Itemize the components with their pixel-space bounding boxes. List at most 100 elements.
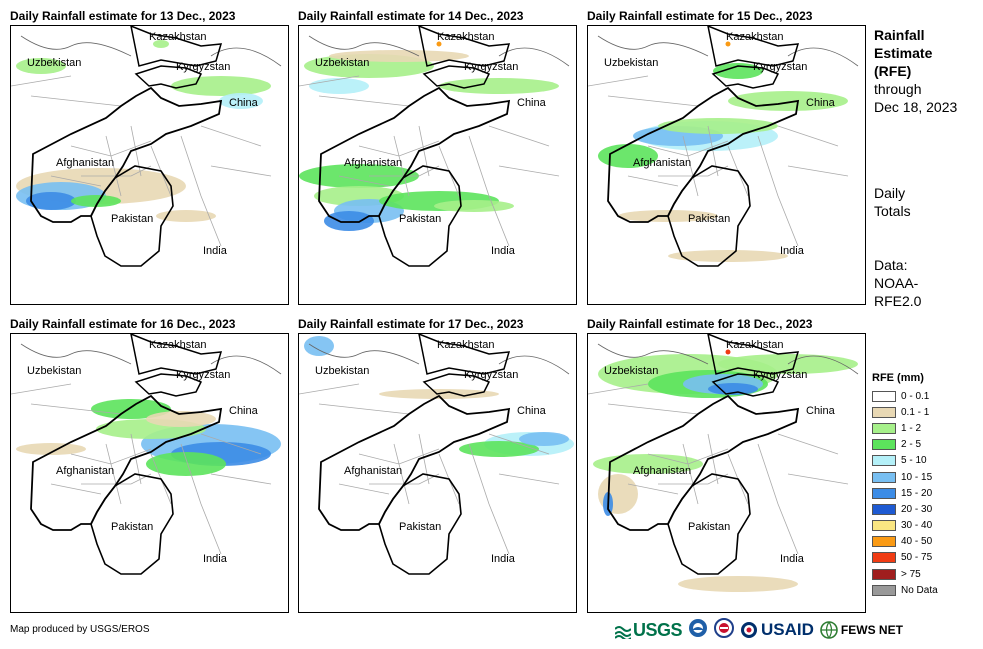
usaid-logo: USAID: [740, 620, 814, 640]
map-label-kyrgyzstan: Kyrgyzstan: [176, 61, 230, 73]
noaa-logo-icon: [688, 618, 708, 643]
province-line: [488, 125, 550, 147]
rain-hotspot: [725, 349, 731, 355]
province-line: [30, 95, 122, 107]
kazakhstan-outline: [418, 26, 511, 67]
kyrgyzstan-outline: [134, 373, 203, 397]
afghanistan-outline: [318, 86, 511, 223]
rfe-title-line-1: Rainfall: [874, 27, 925, 43]
legend-item: 0.1 - 1: [872, 404, 938, 420]
afghanistan-outline: [607, 394, 800, 531]
legend-item: > 75: [872, 566, 938, 582]
province-line: [299, 383, 360, 395]
map-credit: Map produced by USGS/EROS: [10, 624, 150, 635]
rain-blob: [219, 93, 263, 109]
province-line: [757, 135, 799, 247]
map-label-china: China: [229, 405, 259, 417]
province-line: [393, 135, 410, 197]
country-border: [308, 343, 570, 375]
province-line: [682, 135, 699, 197]
rain-blob: [299, 164, 419, 188]
province-line: [418, 433, 430, 485]
country-border: [308, 35, 570, 67]
province-line: [498, 473, 560, 485]
pakistan-outline: [90, 473, 174, 575]
map-label-uzbekistan: Uzbekistan: [604, 365, 658, 377]
logo-strip: USGS USAID FEWS NET: [614, 617, 903, 643]
province-line: [777, 433, 839, 455]
through-date: Dec 18, 2023: [874, 99, 958, 115]
legend-swatch: [872, 422, 896, 434]
panel-title-5: Daily Rainfall estimate for 17 Dec., 202…: [298, 317, 524, 331]
map-label-kazakhstan: Kazakhstan: [149, 339, 206, 351]
province-line: [81, 165, 152, 177]
province-line: [105, 443, 122, 505]
rain-blob: [324, 211, 374, 231]
map-label-china: China: [517, 97, 547, 109]
kazakhstan-outline: [130, 334, 223, 375]
map-label-afghanistan: Afghanistan: [56, 157, 114, 169]
rain-blob: [156, 210, 216, 222]
side-info: Rainfall Estimate (RFE) through Dec 18, …: [874, 26, 957, 116]
legend-label: 40 - 50: [901, 536, 933, 548]
map-label-pakistan: Pakistan: [111, 521, 153, 533]
legend-label: 5 - 10: [901, 455, 927, 467]
usgs-logo-text: USGS: [633, 619, 683, 640]
map-label-kazakhstan: Kazakhstan: [726, 339, 783, 351]
rain-blob: [26, 192, 76, 210]
legend-label: 50 - 75: [901, 552, 933, 564]
through-text: through: [874, 81, 922, 97]
kyrgyzstan-outline: [711, 373, 780, 397]
province-line: [777, 125, 839, 147]
kyrgyzstan-outline: [422, 373, 491, 397]
legend-label: 0.1 - 1: [901, 406, 930, 418]
rain-blob: [171, 76, 271, 96]
province-line: [757, 443, 799, 555]
data-label: Data:: [874, 257, 908, 273]
map-label-uzbekistan: Uzbekistan: [27, 365, 81, 377]
daily-totals: Daily Totals: [874, 184, 911, 220]
map-panel-17-dec: Kazakhstan Uzbekistan Kyrgyzstan China Afgha…: [298, 333, 577, 613]
legend-swatch: [872, 536, 896, 548]
legend-item: 5 - 10: [872, 453, 938, 469]
legend-item: 0 - 0.1: [872, 388, 938, 404]
rain-blob: [519, 432, 569, 446]
pakistan-outline: [378, 165, 462, 267]
panel-title-2: Daily Rainfall estimate for 14 Dec., 202…: [298, 9, 524, 23]
map-label-afghanistan: Afghanistan: [633, 465, 691, 477]
legend-swatch: [872, 471, 896, 483]
fewsnet-logo-text: FEWS NET: [840, 623, 903, 637]
legend-swatch: [872, 552, 896, 564]
rain-blob: [309, 78, 369, 94]
legend: RFE (mm) 0 - 0.1 0.1 - 1 1 - 2 2 - 5 5 - 10 1…: [872, 372, 938, 598]
legend-item: 15 - 20: [872, 485, 938, 501]
country-border: [20, 343, 282, 375]
province-line: [607, 403, 699, 415]
kyrgyzstan-outline: [134, 65, 203, 89]
map-label-afghanistan: Afghanistan: [344, 465, 402, 477]
map-label-kazakhstan: Kazakhstan: [437, 339, 494, 351]
map-label-india: India: [203, 245, 228, 257]
rain-blob: [678, 576, 798, 592]
map-label-pakistan: Pakistan: [111, 213, 153, 225]
rain-blob: [658, 118, 778, 134]
map-label-pakistan: Pakistan: [688, 521, 730, 533]
map-label-afghanistan: Afghanistan: [344, 157, 402, 169]
source-line-2: RFE2.0: [874, 293, 922, 309]
rain-blob: [91, 399, 171, 419]
province-line: [180, 135, 222, 247]
legend-item: 20 - 30: [872, 501, 938, 517]
province-line: [627, 483, 679, 495]
legend-swatch: [872, 390, 896, 402]
province-line: [318, 403, 410, 415]
kazakhstan-outline: [418, 334, 511, 375]
legend-label: 1 - 2: [901, 422, 922, 434]
province-line: [468, 443, 510, 555]
province-line: [588, 383, 649, 395]
rfe-title: Rainfall Estimate (RFE): [874, 26, 957, 80]
map-label-kazakhstan: Kazakhstan: [726, 31, 783, 43]
rain-blob: [439, 78, 559, 94]
map-label-uzbekistan: Uzbekistan: [27, 57, 81, 69]
map-label-india: India: [203, 553, 228, 565]
province-line: [468, 135, 510, 247]
